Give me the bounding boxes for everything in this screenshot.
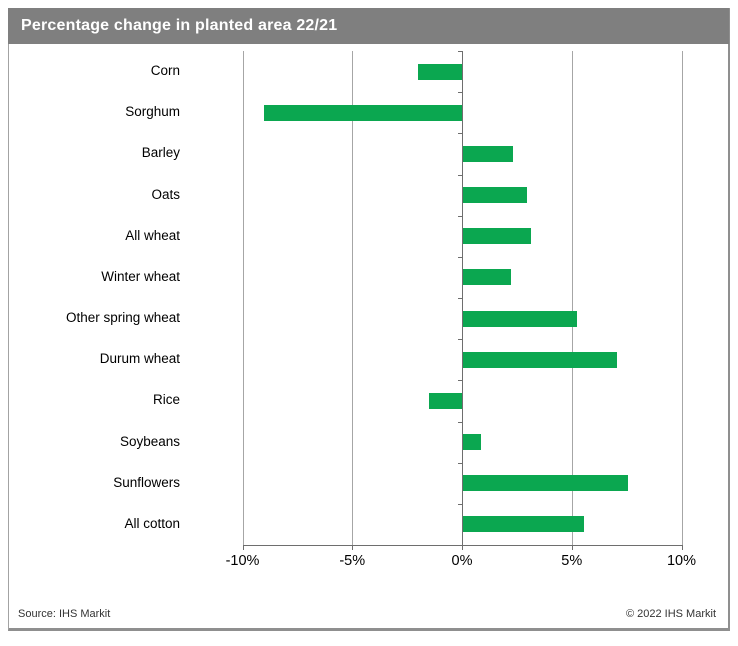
zero-line-tick [458,298,462,299]
category-label: Corn [150,63,180,78]
bar-sorghum [264,105,462,121]
x-gridline [681,51,683,545]
bar-all-cotton [463,516,584,532]
bar-corn [418,64,462,80]
x-tick-label: 0% [451,553,473,569]
category-label: Sunflowers [113,475,180,490]
category-label: Barley [141,145,180,160]
category-label: Durum wheat [99,351,180,366]
category-label: Winter wheat [101,269,180,284]
category-label: All wheat [125,228,180,243]
zero-line-tick [458,380,462,381]
chart-title: Percentage change in planted area 22/21 [21,17,338,34]
x-tick-label: -5% [339,553,366,569]
zero-line-tick [458,175,462,176]
x-gridline [352,51,354,545]
x-axis-tick [242,545,244,550]
copyright-note: © 2022 IHS Markit [625,608,716,620]
zero-line-tick [458,257,462,258]
zero-line-tick [458,504,462,505]
bar-all-wheat [463,228,532,244]
zero-line-tick [458,422,462,423]
bar-rice [429,393,462,409]
source-note: Source: IHS Markit [18,608,111,620]
x-axis-tick [571,545,573,550]
x-axis-tick [352,545,354,550]
zero-line-tick [458,216,462,217]
category-label: Sorghum [125,104,180,119]
bar-durum-wheat [463,352,617,368]
category-label: Soybeans [119,434,180,449]
zero-line-tick [458,92,462,93]
bar-oats [463,187,527,203]
bar-soybeans [463,434,481,450]
x-axis-tick [681,545,683,550]
zero-line-tick [458,51,462,52]
x-gridline [571,51,573,545]
bar-other-spring-wheat [463,311,578,327]
category-label: Rice [152,392,180,407]
chart-title-bar: Percentage change in planted area 22/21 [8,8,729,44]
category-label: All cotton [124,516,180,531]
zero-baseline [462,51,463,545]
x-tick-label: 5% [561,553,583,569]
x-axis-tick [462,545,463,550]
x-tick-label: 10% [666,553,697,569]
bar-barley [463,146,514,162]
bar-sunflowers [463,475,628,491]
bar-winter-wheat [463,269,512,285]
x-gridline [242,51,244,545]
zero-line-tick [458,339,462,340]
zero-line-tick [458,463,462,464]
zero-line-tick [458,133,462,134]
category-label: Oats [151,187,180,202]
x-axis-line [242,545,683,546]
category-label: Other spring wheat [65,310,180,325]
x-tick-label: -10% [225,553,260,569]
